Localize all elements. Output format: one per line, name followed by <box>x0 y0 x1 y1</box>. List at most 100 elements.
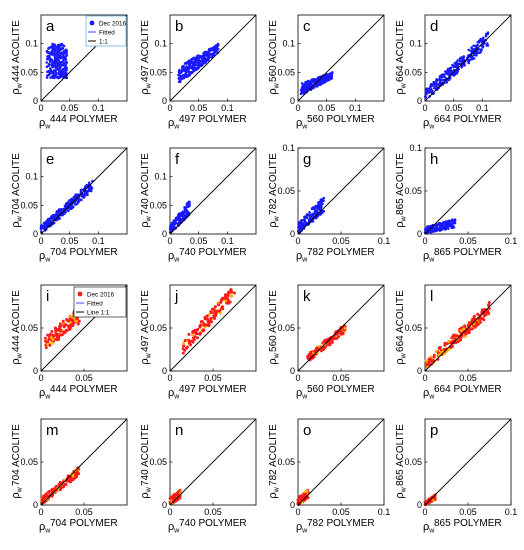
data-point <box>52 60 55 64</box>
data-point <box>476 41 480 44</box>
data-point <box>475 323 479 327</box>
data-point <box>179 74 182 78</box>
y-axis-label: 704 ACOLITE <box>11 424 22 486</box>
data-point <box>181 347 185 351</box>
data-point <box>59 43 62 46</box>
data-point <box>176 222 180 225</box>
data-point <box>185 65 188 68</box>
data-point <box>181 342 185 345</box>
data-point <box>57 482 61 486</box>
data-point <box>437 222 441 225</box>
data-point <box>51 49 55 52</box>
data-point <box>57 337 61 341</box>
x-axis-label: 497 POLYMER <box>179 114 247 125</box>
data-point <box>467 60 471 63</box>
data-point <box>481 45 485 49</box>
data-point <box>443 341 447 345</box>
panel-label: a <box>46 18 55 35</box>
panel-label: l <box>430 288 433 305</box>
data-point <box>458 334 462 338</box>
data-point <box>183 339 187 343</box>
x-tick-label: 0.05 <box>332 236 350 246</box>
data-point <box>200 320 204 323</box>
x-axis-label: 865 POLYMER <box>434 518 502 529</box>
data-point <box>55 211 59 215</box>
data-point <box>191 340 195 344</box>
data-point <box>51 216 54 220</box>
x-axis-label: 560 POLYMER <box>307 384 375 395</box>
data-point <box>70 203 74 207</box>
x-tick-label: 0.1 <box>378 236 391 246</box>
legend-entry: 1:1 <box>99 38 108 45</box>
data-point <box>302 492 306 496</box>
y-tick-label: 0.1 <box>154 39 167 49</box>
data-point <box>205 314 209 318</box>
data-point <box>473 53 476 57</box>
data-point <box>216 48 219 51</box>
data-point <box>306 80 309 84</box>
x-tick-label: 0.1 <box>505 236 518 246</box>
data-point <box>482 311 486 315</box>
data-point <box>459 338 463 342</box>
x-tick-label: 0 <box>167 373 172 383</box>
panel-label: k <box>303 288 311 305</box>
data-point <box>55 332 59 336</box>
data-point <box>45 223 48 227</box>
x-axis-symbol: ρw <box>296 387 308 401</box>
data-point <box>298 495 302 499</box>
data-point <box>470 327 474 331</box>
data-point <box>55 71 58 75</box>
data-point <box>196 336 199 340</box>
data-point <box>322 209 325 213</box>
data-point <box>44 346 48 350</box>
data-point <box>322 348 325 351</box>
x-tick-label: 0.05 <box>459 507 477 517</box>
x-tick-label: 0 <box>295 103 300 113</box>
x-tick-label: 0.1 <box>476 103 489 113</box>
x-tick-label: 0 <box>167 103 172 113</box>
data-point <box>475 45 478 49</box>
y-tick-label: 0 <box>417 366 422 376</box>
panel-label: o <box>303 422 311 439</box>
data-point <box>40 499 44 503</box>
data-point <box>187 69 190 73</box>
data-point <box>68 314 72 318</box>
data-point <box>169 226 172 229</box>
data-point <box>467 48 471 52</box>
data-point <box>64 323 68 327</box>
y-tick-label: 0 <box>33 366 38 376</box>
x-axis-label: 497 POLYMER <box>179 384 247 395</box>
one-to-one-line <box>169 418 257 506</box>
data-point <box>438 81 441 85</box>
data-point <box>81 195 84 198</box>
one-to-one-line <box>424 418 512 506</box>
data-point <box>62 49 66 53</box>
data-point <box>337 335 341 339</box>
data-point <box>459 329 463 333</box>
scatter-points <box>177 42 220 83</box>
data-point <box>219 298 223 302</box>
data-point <box>319 198 323 202</box>
data-point <box>310 81 314 84</box>
data-point <box>439 228 443 231</box>
x-axis-label: 704 POLYMER <box>50 518 118 529</box>
data-point <box>451 63 454 67</box>
data-point <box>429 357 433 361</box>
panel-label: j <box>174 288 178 305</box>
x-axis-symbol: ρw <box>423 521 435 535</box>
data-point <box>303 90 307 93</box>
data-point <box>449 219 452 223</box>
y-tick-label: 0.1 <box>409 39 422 49</box>
legend-entry: Line 1:1 <box>87 309 110 316</box>
x-tick-label: 0 <box>422 507 427 517</box>
x-axis-label: 782 POLYMER <box>307 518 375 529</box>
y-tick-label: 0 <box>162 229 167 239</box>
y-axis-symbol: ρw <box>139 215 153 227</box>
data-point <box>183 206 186 209</box>
